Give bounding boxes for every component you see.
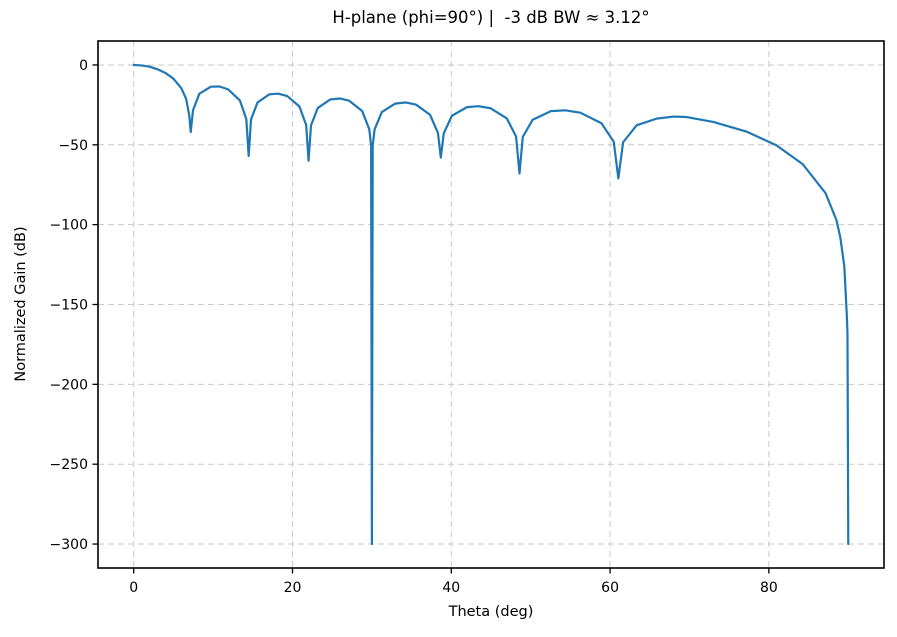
x-tick-label: 80	[760, 580, 778, 596]
y-tick-label: −250	[50, 457, 88, 473]
x-axis-label: Theta (deg)	[448, 604, 534, 620]
x-tick-labels: 0 20 40 60 80	[129, 580, 778, 596]
y-tick-labels: 0 −50 −100 −150 −200 −250 −300	[50, 58, 88, 553]
y-tick-label: −100	[50, 218, 88, 234]
x-tick-label: 0	[129, 580, 138, 596]
y-tick-label: −150	[50, 298, 88, 314]
gain-curve	[132, 63, 850, 546]
y-tick-label: −300	[50, 537, 88, 553]
x-tick-label: 40	[442, 580, 460, 596]
y-tick-label: −200	[50, 377, 88, 393]
y-tick-label: 0	[79, 58, 88, 74]
y-tick-label: −50	[58, 138, 88, 154]
tick-marks	[92, 64, 770, 574]
chart-title: H-plane (phi=90°) | -3 dB BW ≈ 3.12°	[332, 8, 650, 27]
grid-lines	[98, 41, 884, 568]
x-tick-label: 60	[601, 580, 619, 596]
series-line	[132, 63, 850, 546]
x-tick-label: 20	[284, 580, 302, 596]
y-axis-label: Normalized Gain (dB)	[13, 226, 29, 382]
